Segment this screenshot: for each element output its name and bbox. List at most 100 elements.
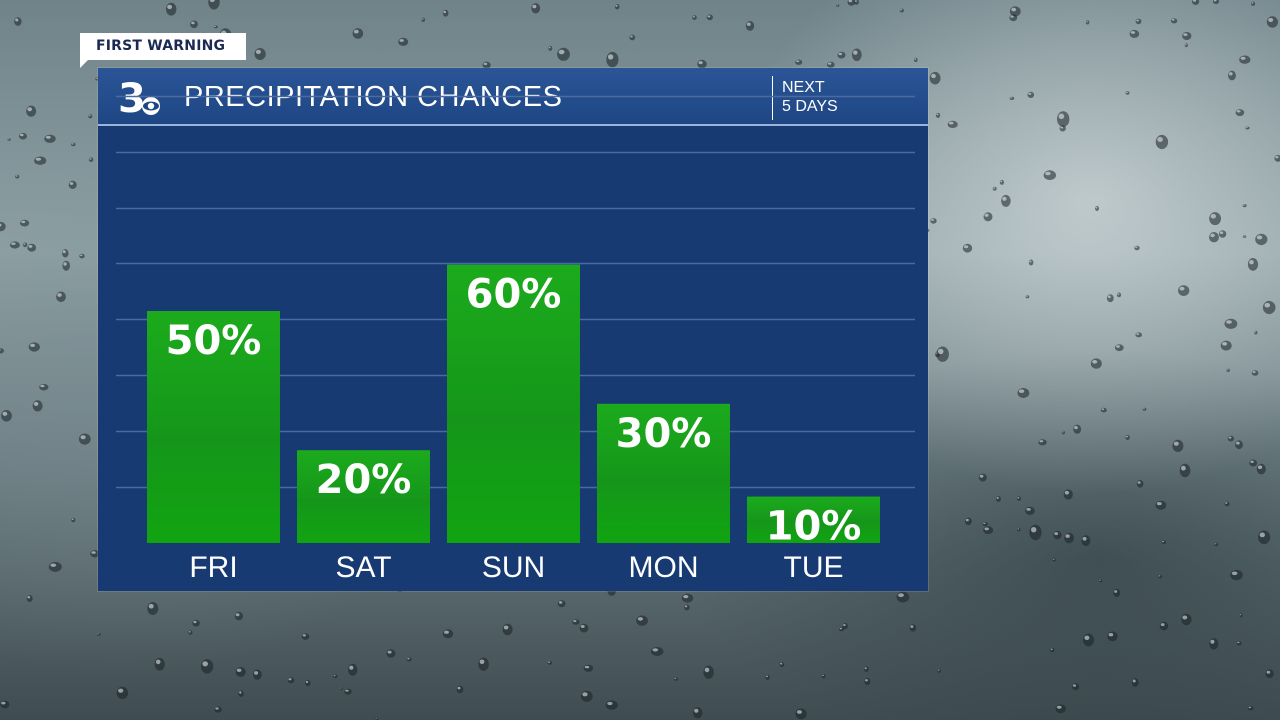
bar-sun <box>447 264 580 543</box>
raindrop-highlight <box>848 0 853 3</box>
raindrop <box>62 249 69 258</box>
raindrop-highlight <box>479 659 485 665</box>
raindrop-highlight <box>27 596 31 599</box>
raindrop <box>305 680 311 687</box>
raindrop <box>1249 459 1258 467</box>
raindrop-highlight <box>984 213 989 217</box>
raindrop <box>214 706 222 713</box>
raindrop <box>0 348 4 354</box>
raindrop-highlight <box>1050 648 1053 651</box>
raindrop <box>188 630 193 635</box>
raindrop-highlight <box>1011 7 1017 12</box>
raindrop-highlight <box>937 669 940 671</box>
raindrop-highlight <box>15 18 19 22</box>
raindrop <box>398 37 409 47</box>
raindrop <box>287 677 295 684</box>
raindrop <box>965 517 972 526</box>
raindrop <box>253 669 262 680</box>
raindrop-highlight <box>1160 623 1165 627</box>
raindrop-highlight <box>692 15 695 18</box>
raindrop <box>147 602 159 615</box>
raindrop-highlight <box>1243 204 1245 206</box>
raindrop-highlight <box>97 633 100 635</box>
raindrop <box>1209 232 1219 243</box>
raindrop <box>1254 330 1258 335</box>
raindrop-highlight <box>1064 490 1069 495</box>
precipitation-panel: 3 PRECIPITATION CHANCES NEXT 5 DAYS 50% F… <box>98 68 928 591</box>
raindrop <box>1043 170 1057 181</box>
value-label-sun: 60% <box>466 272 562 318</box>
raindrop-highlight <box>1028 92 1032 95</box>
raindrop-highlight <box>255 49 261 55</box>
raindrop <box>1072 683 1080 691</box>
raindrop-highlight <box>89 158 92 160</box>
value-label-sat: 20% <box>316 457 412 503</box>
raindrop-highlight <box>796 60 800 63</box>
raindrop <box>1073 424 1082 434</box>
raindrop <box>1064 532 1074 544</box>
raindrop <box>1090 358 1102 369</box>
raindrop <box>1236 641 1242 646</box>
raindrop-highlight <box>305 680 309 684</box>
raindrop-highlight <box>214 26 217 27</box>
bar-mon <box>597 403 730 543</box>
raindrop <box>442 629 454 639</box>
raindrop <box>62 260 70 271</box>
raindrop <box>982 522 988 527</box>
category-label-mon: MON <box>629 551 699 584</box>
bars <box>147 264 880 543</box>
raindrop-highlight <box>1275 156 1279 159</box>
raindrop <box>20 219 30 227</box>
raindrop-highlight <box>345 689 349 692</box>
raindrop <box>1025 506 1035 515</box>
raindrop-highlight <box>209 0 215 3</box>
raindrop <box>154 657 165 671</box>
raindrop-highlight <box>1240 56 1246 60</box>
raindrop <box>79 253 85 259</box>
raindrop <box>1230 569 1243 581</box>
raindrop-highlight <box>1225 502 1228 504</box>
raindrop-highlight <box>853 50 858 55</box>
raindrop <box>1228 70 1236 81</box>
raindrop-highlight <box>239 691 242 694</box>
raindrop <box>44 134 56 143</box>
forecast-range-label: NEXT 5 DAYS <box>782 78 838 116</box>
raindrop-highlight <box>1002 196 1007 201</box>
raindrop <box>1142 407 1147 411</box>
raindrop-highlight <box>652 648 659 652</box>
raindrop <box>339 687 343 690</box>
category-label-tue: TUE <box>784 551 844 584</box>
raindrop-highlight <box>937 348 944 355</box>
raindrop <box>1255 233 1268 246</box>
raindrop <box>1125 435 1130 440</box>
raindrop <box>34 156 47 165</box>
raindrop-highlight <box>1018 389 1025 394</box>
category-label-fri: FRI <box>189 551 237 584</box>
bar-fri <box>147 311 280 543</box>
raindrop <box>1155 134 1169 150</box>
raindrop-highlight <box>1029 260 1032 263</box>
raindrop <box>674 677 678 681</box>
header-divider <box>772 76 773 120</box>
raindrop-highlight <box>80 435 86 440</box>
raindrop <box>14 17 22 26</box>
logo-eye-pupil <box>147 102 155 110</box>
raindrop <box>406 657 412 662</box>
category-label-sat: SAT <box>335 551 391 584</box>
raindrop-highlight <box>27 107 32 112</box>
raindrop-highlight <box>1117 293 1120 295</box>
raindrop <box>996 496 1001 502</box>
raindrop-highlight <box>375 718 378 719</box>
raindrop-highlight <box>630 35 633 38</box>
raindrop-highlight <box>1010 97 1013 99</box>
raindrop <box>1266 16 1278 28</box>
raindrop-highlight <box>796 710 802 714</box>
raindrop-highlight <box>1250 460 1254 463</box>
raindrop <box>1251 370 1259 376</box>
raindrop-highlight <box>996 497 999 499</box>
raindrop-highlight <box>1226 369 1229 371</box>
raindrop <box>1063 489 1073 500</box>
raindrop <box>1135 332 1142 338</box>
raindrop-highlight <box>33 401 39 406</box>
raindrop <box>547 661 553 665</box>
